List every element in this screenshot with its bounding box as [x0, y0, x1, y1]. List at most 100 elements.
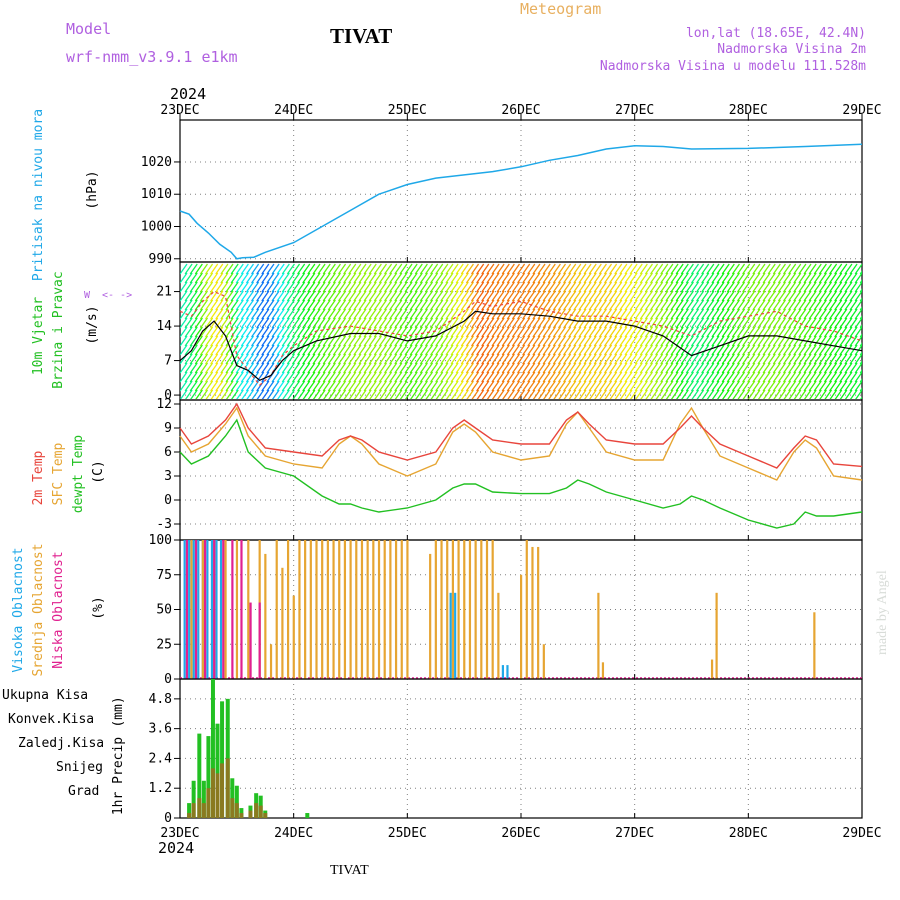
wind-barb	[778, 389, 786, 399]
wind-barb	[598, 362, 607, 374]
wind-barb	[823, 272, 833, 284]
wind-barb	[742, 281, 751, 293]
wind-barb	[322, 353, 331, 365]
wind-barb	[777, 317, 786, 329]
wind-barb	[348, 326, 357, 338]
wind-barb	[194, 317, 203, 329]
wind-barb	[655, 317, 664, 329]
wind-barb	[803, 389, 812, 399]
wind-barb	[363, 344, 372, 356]
wind-barb	[394, 299, 403, 311]
wind-barb	[373, 353, 382, 365]
wind-barb	[276, 299, 285, 311]
wind-barb	[609, 281, 618, 293]
wind-barb	[261, 317, 270, 329]
wind-barb	[312, 380, 321, 392]
wind-barb	[696, 272, 705, 284]
wind-barb	[378, 299, 388, 311]
wind-barb	[716, 290, 725, 302]
wind-barb	[844, 299, 853, 311]
wind-barb	[624, 344, 633, 356]
wind-barb	[614, 272, 623, 284]
wind-barb	[752, 308, 761, 320]
wind-barb	[440, 335, 449, 347]
wind-barb	[440, 362, 449, 374]
wind-barb	[788, 272, 797, 284]
wind-barb	[445, 362, 454, 374]
wind-barb	[235, 263, 244, 275]
wind-barb	[378, 335, 388, 347]
pressure-ylabel: Pritisak na nivou mora	[31, 109, 46, 281]
wind-barb	[639, 326, 648, 338]
cloud-mid-bar	[309, 540, 312, 679]
wind-barb	[404, 389, 413, 399]
wind-barb	[358, 371, 367, 383]
wind-barb	[297, 299, 306, 311]
wind-barb	[839, 290, 848, 302]
wind-barb	[327, 371, 336, 383]
wind-barb	[419, 353, 428, 365]
wind-barb	[644, 326, 653, 338]
wind-barb	[353, 335, 362, 347]
wind-barb	[374, 389, 382, 399]
wind-barb	[650, 353, 659, 365]
wind-barb	[619, 353, 628, 365]
wind-barb	[583, 290, 592, 302]
wind-barb	[210, 344, 219, 356]
wind-barb	[819, 389, 827, 399]
wind-barb	[788, 335, 797, 347]
wind-barb	[338, 299, 347, 311]
wind-barb	[547, 317, 556, 329]
wind-barb	[829, 380, 838, 392]
wind-barb	[823, 308, 833, 320]
wind-barb	[184, 290, 193, 302]
cloud-high-bar	[188, 540, 191, 679]
wind-barb	[240, 380, 249, 392]
wind-barb	[327, 317, 336, 329]
y-tick-label: 3.6	[149, 722, 172, 737]
cloud-mid-bar	[190, 540, 193, 679]
wind-barb	[772, 335, 781, 347]
wind-barb	[726, 326, 735, 338]
wind-barb	[563, 335, 572, 347]
wind-barb	[696, 281, 705, 293]
wind-barb	[348, 389, 357, 399]
wind-barb	[849, 317, 858, 329]
wind-barb	[547, 335, 556, 347]
wind-barb	[808, 263, 817, 275]
wind-barb	[225, 353, 234, 365]
wind-barb	[225, 317, 234, 329]
wind-barb	[629, 281, 638, 293]
wind-barb	[742, 380, 751, 392]
wind-barb	[358, 380, 367, 392]
wind-barb	[230, 308, 239, 320]
wind-barb	[506, 362, 515, 374]
wind-barb	[399, 335, 408, 347]
wind-barb	[798, 380, 807, 392]
wind-barb	[184, 371, 193, 383]
wind-barb	[368, 326, 377, 338]
wind-barb	[731, 371, 740, 383]
wind-barb	[481, 335, 490, 347]
wind-barb	[598, 281, 607, 293]
precip-total-bar	[305, 813, 310, 818]
wind-barb	[783, 263, 792, 275]
wind-barb	[271, 317, 280, 329]
wind-barb	[619, 281, 628, 293]
wind-barb	[680, 290, 689, 302]
wind-barb	[430, 326, 439, 338]
wind-barb	[327, 263, 336, 275]
wind-barb	[639, 308, 648, 320]
wind-barb	[511, 326, 521, 338]
wind-barb	[598, 335, 607, 347]
wind-barb	[532, 317, 541, 329]
precip-panel: 01.22.43.64.8	[149, 678, 863, 826]
wind-barb	[532, 353, 541, 365]
wind-barb	[312, 317, 321, 329]
wind-barb	[527, 353, 536, 365]
wind-barb	[532, 308, 541, 320]
wind-barb	[685, 281, 694, 293]
wind-barb	[297, 263, 306, 275]
wind-barb	[317, 371, 326, 383]
wind-barb	[368, 335, 377, 347]
